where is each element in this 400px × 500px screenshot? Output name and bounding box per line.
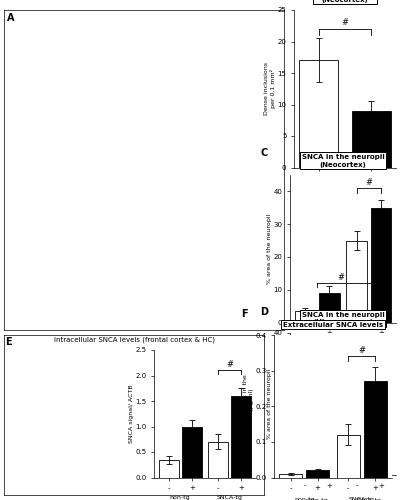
Title: Extracellular SNCA levels: Extracellular SNCA levels (283, 322, 383, 328)
Text: #: # (226, 360, 233, 369)
Bar (182, 426, 202, 478)
Y-axis label: SNCA signal/ ACTB: SNCA signal/ ACTB (129, 384, 134, 443)
Text: A: A (7, 13, 14, 23)
Bar (346, 240, 367, 322)
Text: #: # (365, 340, 372, 349)
Title: SNCA in the neuropil
(Hippocampus): SNCA in the neuropil (Hippocampus) (302, 312, 384, 325)
Text: #: # (358, 346, 365, 355)
Bar (346, 422, 367, 475)
Bar (159, 460, 178, 477)
Text: non-tg: non-tg (294, 498, 314, 500)
Bar (370, 375, 391, 475)
Text: non-tg: non-tg (170, 496, 190, 500)
Text: -: - (356, 364, 358, 369)
Bar (352, 111, 391, 168)
Bar (279, 474, 302, 478)
Bar (319, 446, 340, 475)
Text: SNCA-tg: SNCA-tg (349, 498, 375, 500)
Text: non-tg: non-tg (307, 343, 328, 348)
Text: *: * (339, 429, 344, 438)
Bar (337, 434, 360, 478)
Bar (295, 311, 316, 322)
Text: #: # (365, 178, 372, 186)
Text: BafA1::: BafA1:: (290, 364, 312, 369)
Y-axis label: % area of the neuropil: % area of the neuropil (267, 214, 272, 284)
Text: D: D (260, 307, 268, 317)
Text: SNCA-tg: SNCA-tg (356, 343, 382, 348)
Bar (232, 396, 251, 477)
Text: C: C (260, 148, 268, 158)
Bar (319, 293, 340, 322)
Text: SNCA-tg: SNCA-tg (356, 498, 382, 500)
Title: SNCA in the neuropil
(Neocortex): SNCA in the neuropil (Neocortex) (302, 154, 384, 168)
Bar (306, 470, 329, 478)
Bar (370, 208, 391, 322)
Title: SNCA⁺ neurons
with inclusions
(Neocortex): SNCA⁺ neurons with inclusions (Neocortex… (315, 0, 375, 2)
Text: F: F (241, 310, 248, 320)
Text: BafA1:  -   +: BafA1: - + (326, 208, 364, 214)
Y-axis label: SNCA amount in the
CSF (pg/ml): SNCA amount in the CSF (pg/ml) (243, 374, 254, 438)
Text: -: - (304, 364, 306, 369)
Text: E: E (5, 336, 12, 346)
Text: non-tg: non-tg (307, 498, 328, 500)
Bar (364, 382, 387, 478)
Y-axis label: Dense inclusions
per 0.1 mm²: Dense inclusions per 0.1 mm² (264, 62, 276, 116)
Text: #: # (338, 272, 345, 281)
Bar (295, 466, 316, 475)
Text: #: # (342, 18, 348, 28)
Text: Intracellular SNCA levels (frontal cortex & HC): Intracellular SNCA levels (frontal corte… (54, 336, 214, 343)
Bar (299, 60, 338, 168)
Text: SNCA-tg: SNCA-tg (332, 188, 358, 193)
Text: +: + (327, 364, 332, 369)
Y-axis label: % area of the neuropil: % area of the neuropil (267, 368, 272, 439)
Bar (208, 442, 228, 478)
Text: +: + (378, 364, 384, 369)
Text: SNCA-tg: SNCA-tg (217, 496, 243, 500)
